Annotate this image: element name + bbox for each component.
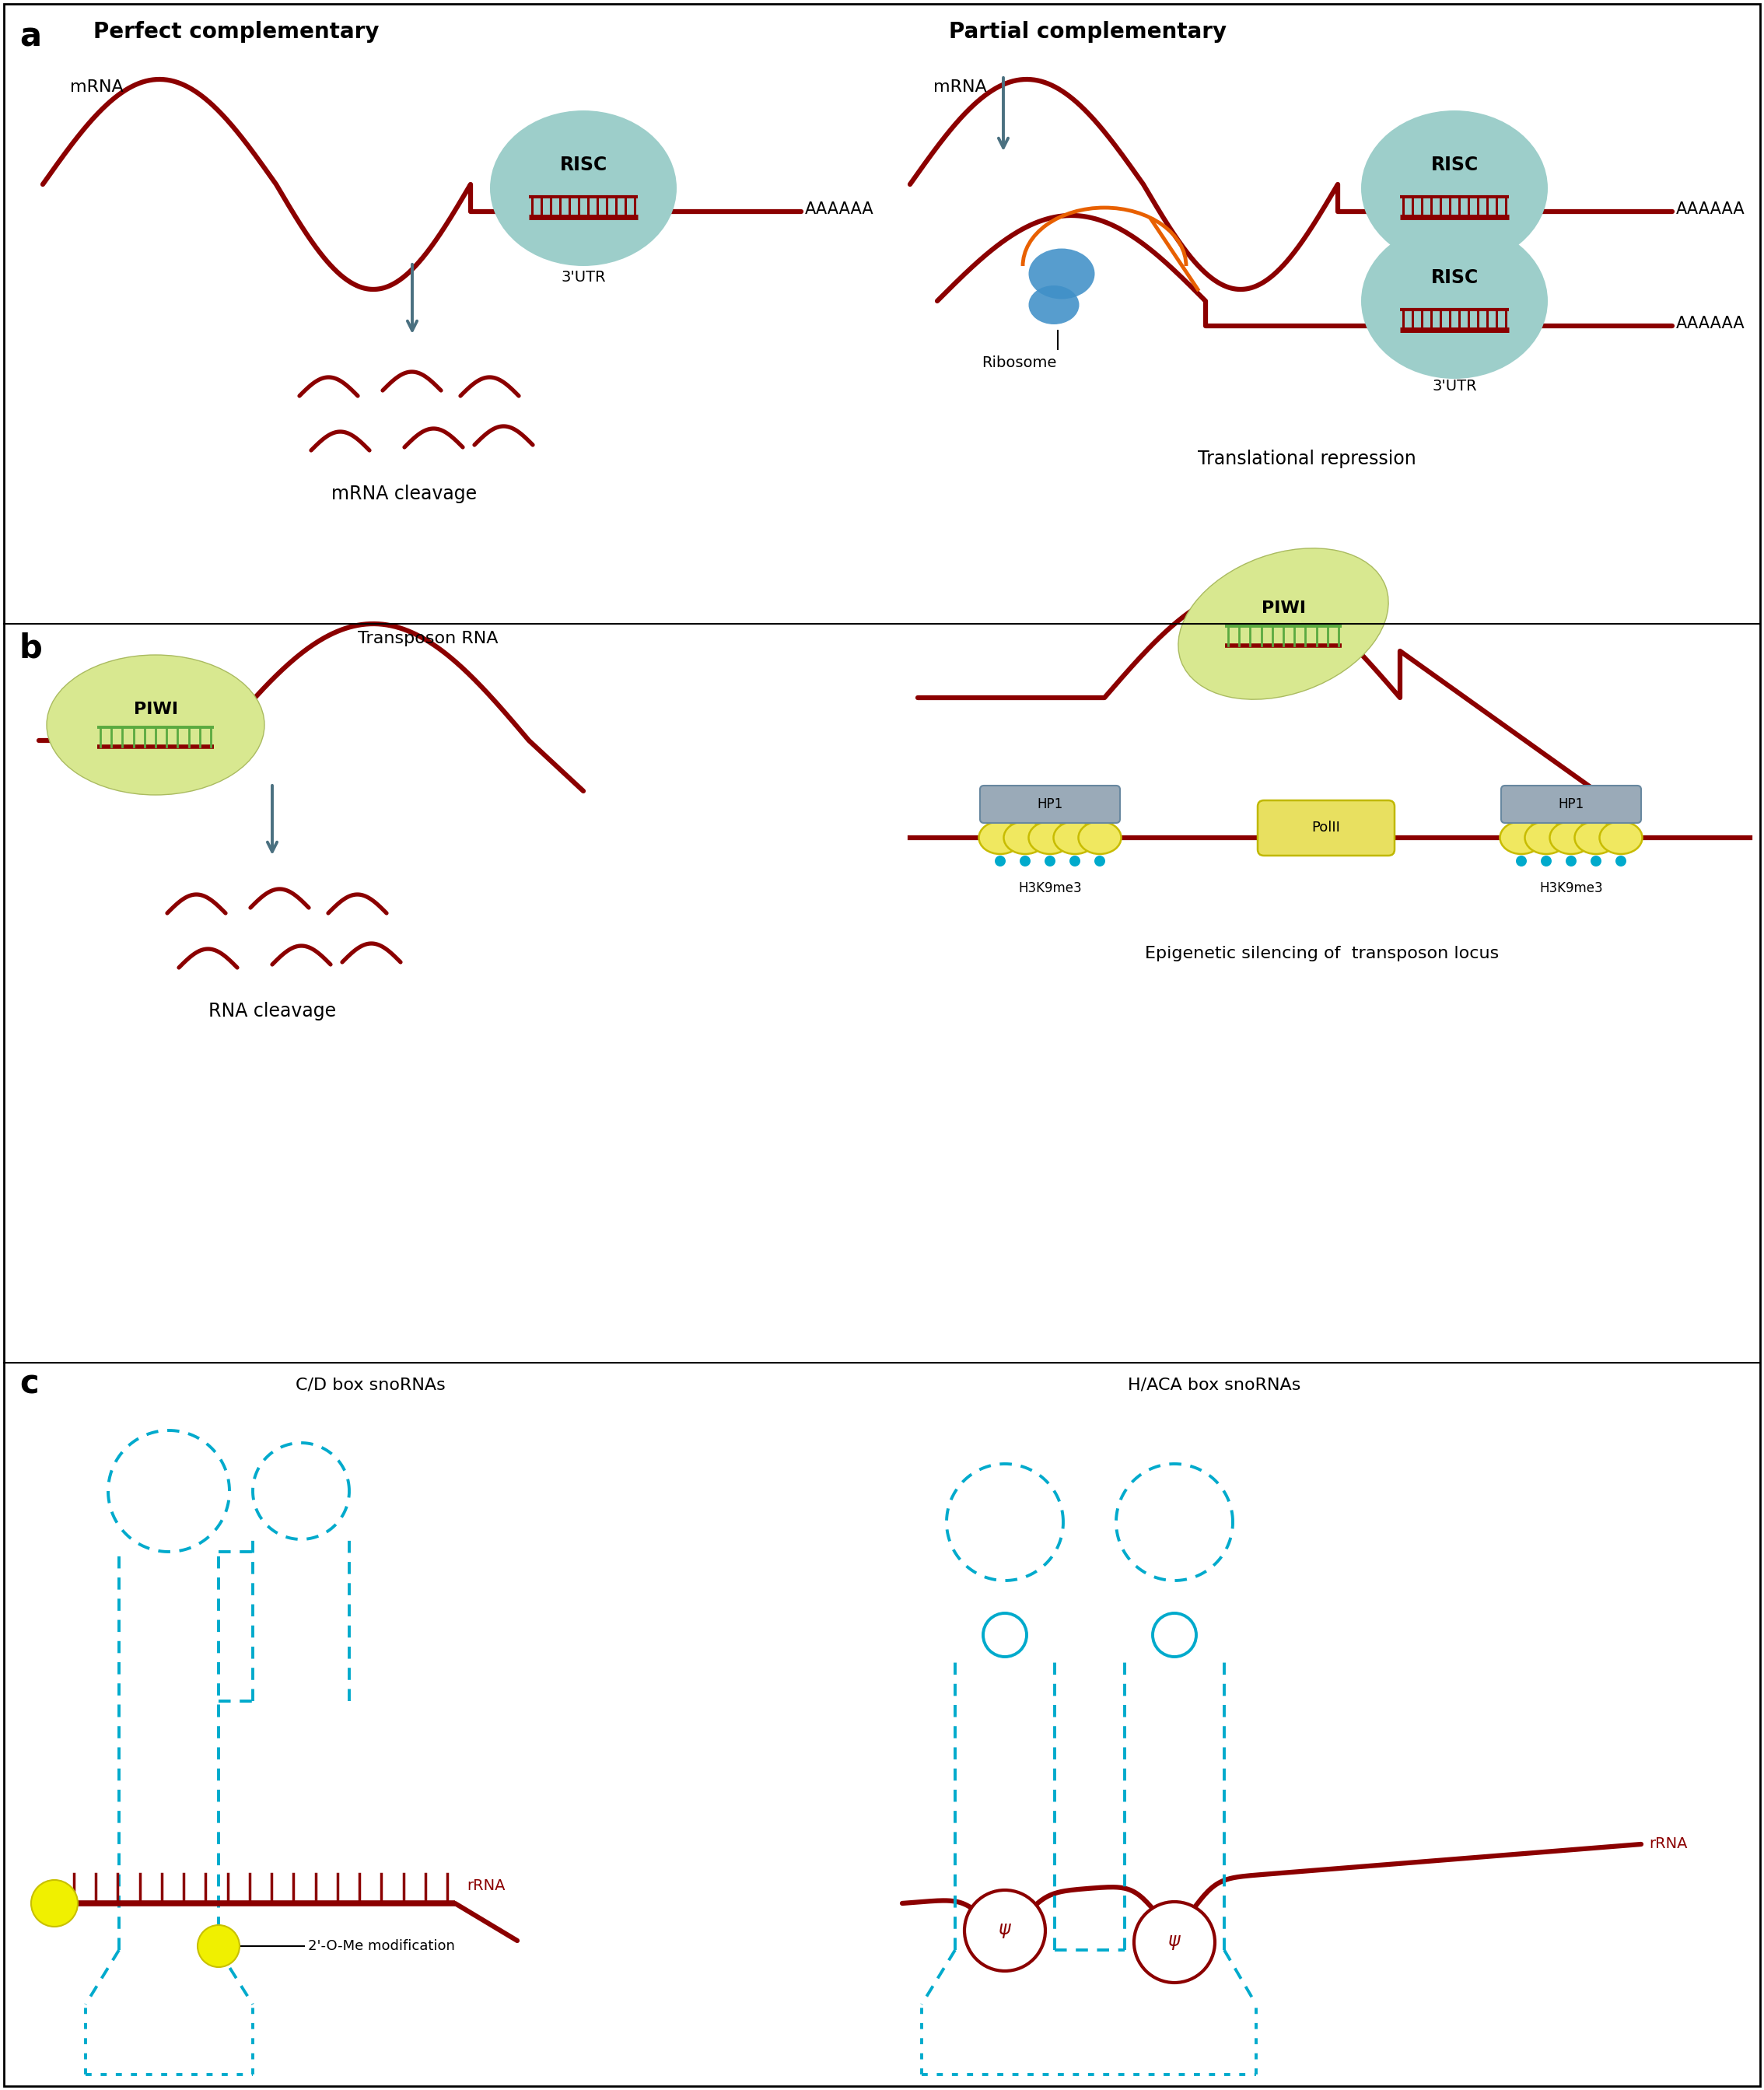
Ellipse shape (490, 111, 677, 265)
Text: mRNA cleavage: mRNA cleavage (332, 485, 478, 504)
Circle shape (965, 1889, 1046, 1971)
Text: c: c (19, 1369, 39, 1400)
Text: C/D box snoRNAs: C/D box snoRNAs (296, 1377, 446, 1394)
Circle shape (1020, 855, 1030, 867)
Text: RISC: RISC (1431, 268, 1478, 286)
Text: PIWI: PIWI (1261, 600, 1305, 617)
Text: Epigenetic silencing of  transposon locus: Epigenetic silencing of transposon locus (1145, 947, 1499, 961)
Ellipse shape (979, 821, 1021, 855)
Text: AAAAAA: AAAAAA (1676, 201, 1745, 217)
Ellipse shape (1600, 821, 1642, 855)
Text: RISC: RISC (1431, 155, 1478, 173)
Circle shape (1069, 855, 1080, 867)
Text: rRNA: rRNA (1649, 1837, 1688, 1852)
Ellipse shape (1078, 821, 1122, 855)
FancyBboxPatch shape (1501, 786, 1641, 823)
Circle shape (1044, 855, 1055, 867)
Text: AAAAAA: AAAAAA (1676, 316, 1745, 332)
Text: Perfect complementary: Perfect complementary (93, 21, 379, 42)
Text: PIWI: PIWI (134, 702, 178, 717)
Text: mRNA: mRNA (71, 79, 123, 94)
Circle shape (1566, 855, 1577, 867)
Ellipse shape (46, 654, 265, 794)
Text: RISC: RISC (559, 155, 607, 173)
Circle shape (1540, 855, 1552, 867)
Text: a: a (19, 21, 41, 54)
FancyBboxPatch shape (981, 786, 1120, 823)
Circle shape (1616, 855, 1626, 867)
Ellipse shape (1551, 821, 1593, 855)
Circle shape (983, 1613, 1027, 1657)
Text: PolII: PolII (1312, 821, 1341, 834)
Ellipse shape (1028, 249, 1095, 299)
Ellipse shape (1362, 224, 1547, 378)
Circle shape (1094, 855, 1106, 867)
Text: 3'UTR: 3'UTR (561, 270, 605, 284)
Text: Transposon RNA: Transposon RNA (358, 631, 497, 646)
Ellipse shape (1524, 821, 1568, 855)
Circle shape (1591, 855, 1602, 867)
Text: Translational repression: Translational repression (1198, 449, 1416, 468)
Ellipse shape (1362, 111, 1547, 265)
Text: H3K9me3: H3K9me3 (1540, 882, 1603, 895)
Text: $\psi$: $\psi$ (998, 1921, 1013, 1940)
Text: 3'UTR: 3'UTR (1432, 270, 1476, 284)
Ellipse shape (1053, 821, 1095, 855)
Text: H/ACA box snoRNAs: H/ACA box snoRNAs (1127, 1377, 1300, 1394)
Text: 3'UTR: 3'UTR (1432, 378, 1476, 393)
Text: AAAAAA: AAAAAA (804, 201, 873, 217)
Circle shape (995, 855, 1005, 867)
Text: $\psi$: $\psi$ (1168, 1933, 1182, 1952)
FancyBboxPatch shape (1258, 800, 1395, 855)
Circle shape (1152, 1613, 1196, 1657)
Text: b: b (19, 631, 42, 665)
Text: Partial complementary: Partial complementary (949, 21, 1226, 42)
Ellipse shape (1178, 548, 1388, 700)
Text: H3K9me3: H3K9me3 (1018, 882, 1081, 895)
Ellipse shape (1004, 821, 1046, 855)
Text: RNA cleavage: RNA cleavage (208, 1001, 337, 1020)
Ellipse shape (1028, 286, 1080, 324)
Circle shape (32, 1881, 78, 1927)
Text: HP1: HP1 (1558, 796, 1584, 811)
Text: rRNA: rRNA (467, 1879, 505, 1894)
Text: mRNA: mRNA (933, 79, 986, 94)
Ellipse shape (1499, 821, 1544, 855)
Text: Ribosome: Ribosome (981, 355, 1057, 370)
Ellipse shape (1028, 821, 1071, 855)
Circle shape (1134, 1902, 1215, 1983)
Circle shape (198, 1925, 240, 1967)
Circle shape (1515, 855, 1528, 867)
Text: 2'-O-Me modification: 2'-O-Me modification (309, 1940, 455, 1952)
Text: HP1: HP1 (1037, 796, 1064, 811)
Ellipse shape (1575, 821, 1618, 855)
